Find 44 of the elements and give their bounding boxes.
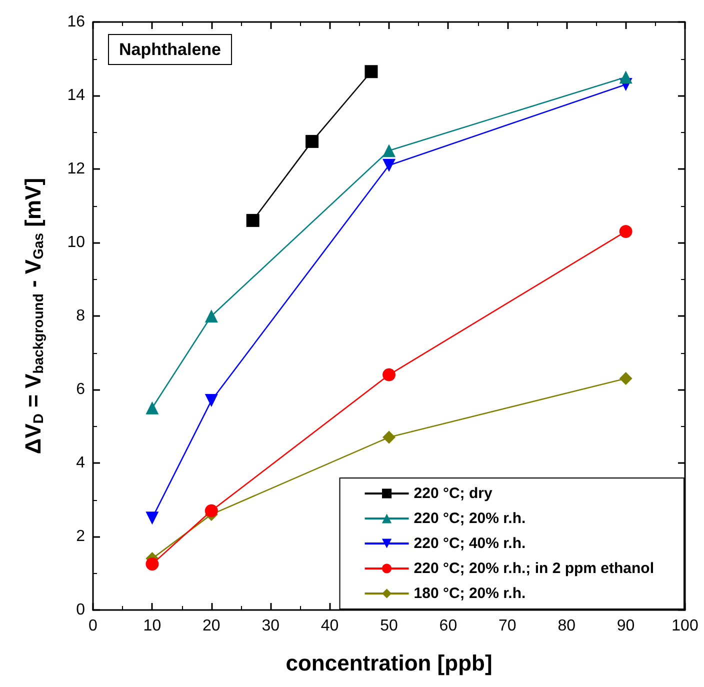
y-tick-label: 4 bbox=[76, 454, 86, 472]
x-tick-label: 40 bbox=[320, 618, 339, 634]
point bbox=[146, 558, 159, 571]
point bbox=[204, 310, 218, 322]
y-tick-label: 12 bbox=[67, 160, 86, 178]
x-tick-label: 0 bbox=[88, 618, 98, 634]
point bbox=[204, 504, 218, 518]
annotation: Naphthalene bbox=[119, 40, 222, 59]
x-tick-label: 70 bbox=[498, 618, 516, 634]
y-tick-label: 10 bbox=[67, 234, 86, 251]
point bbox=[619, 372, 632, 385]
point bbox=[382, 158, 396, 172]
y-tick-label: 2 bbox=[76, 528, 86, 545]
point bbox=[146, 512, 159, 525]
x-tick-label: 30 bbox=[262, 618, 280, 634]
y-axis-title: ΔVD = Vbackground - VGas [mV] bbox=[20, 178, 46, 454]
point bbox=[364, 65, 378, 78]
point bbox=[382, 368, 396, 382]
point bbox=[382, 430, 396, 444]
point bbox=[246, 214, 260, 227]
x-tick-label: 80 bbox=[558, 618, 576, 634]
y-tick-label: 0 bbox=[76, 602, 86, 618]
point bbox=[619, 224, 632, 238]
x-tick-label: 20 bbox=[202, 618, 220, 634]
legend-label: 180 °C; 20% r.h. bbox=[414, 585, 526, 602]
point bbox=[619, 70, 632, 84]
legend-label: 220 °C; dry bbox=[414, 485, 493, 502]
point bbox=[382, 144, 396, 158]
y-tick-label: 14 bbox=[67, 87, 86, 104]
x-axis-title: concentration [ppb] bbox=[286, 650, 492, 676]
y-tick-label: 6 bbox=[76, 381, 86, 398]
point bbox=[306, 134, 319, 148]
point bbox=[146, 401, 159, 414]
x-tick-label: 60 bbox=[439, 618, 458, 634]
x-tick-label: 90 bbox=[616, 618, 635, 634]
y-tick-label: 8 bbox=[76, 308, 86, 324]
legend-label: 220 °C; 40% r.h. bbox=[414, 535, 526, 552]
point bbox=[204, 394, 218, 408]
y-tick-label: 16 bbox=[67, 14, 86, 30]
x-tick-label: 100 bbox=[672, 618, 698, 634]
legend-label: 220 °C; 20% r.h.; in 2 ppm ethanol bbox=[414, 560, 654, 577]
x-tick-label: 50 bbox=[380, 618, 398, 634]
x-tick-label: 10 bbox=[143, 618, 162, 634]
legend-label: 220 °C; 20% r.h. bbox=[414, 510, 526, 527]
